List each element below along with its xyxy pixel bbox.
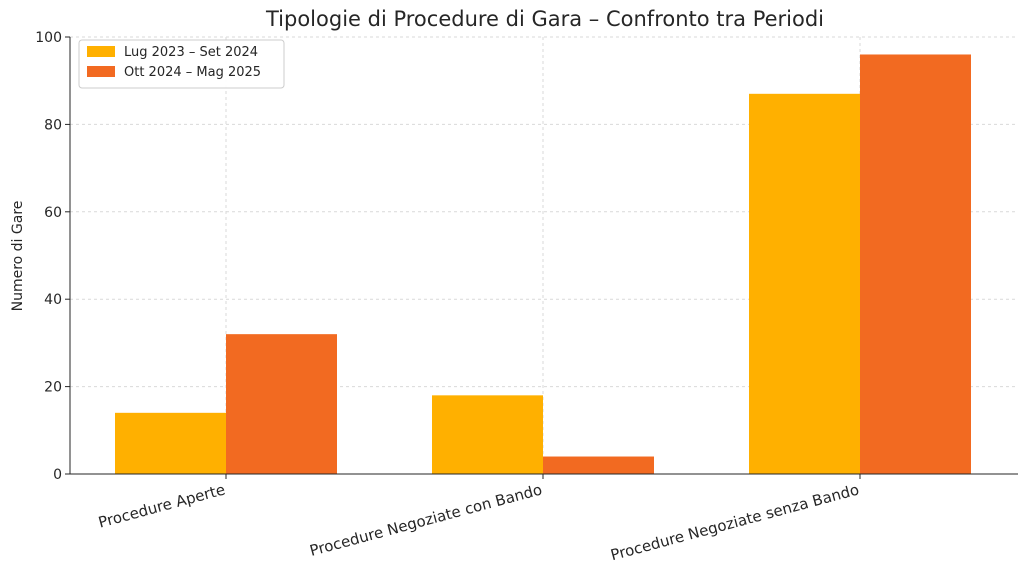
chart-title: Tipologie di Procedure di Gara – Confron…	[265, 7, 824, 31]
bar-1-3	[749, 93, 860, 474]
y-tick-label: 20	[44, 380, 62, 396]
bar-2-2	[543, 456, 654, 474]
bar-1-2	[432, 395, 543, 474]
y-axis-label: Numero di Gare	[10, 201, 26, 312]
bar-1-1	[115, 412, 226, 474]
legend: Lug 2023 – Set 2024 Ott 2024 – Mag 2025	[78, 39, 285, 89]
x-tick-labels: Procedure Aperte Procedure Negoziate con …	[96, 474, 861, 564]
bar-2-1	[226, 334, 337, 474]
x-tick-label: Procedure Negoziate senza Bando	[609, 480, 861, 564]
bars-group	[115, 54, 971, 474]
y-tick-label: 0	[53, 467, 62, 483]
x-tick-label: Procedure Aperte	[96, 480, 227, 531]
legend-swatch-2	[87, 66, 115, 77]
y-ticks: 0 20 40 60 80 100	[35, 30, 70, 483]
y-tick-label: 60	[44, 205, 62, 221]
y-tick-label: 100	[35, 30, 62, 46]
bar-2-3	[860, 54, 971, 474]
y-tick-label: 80	[44, 117, 62, 133]
legend-label-2: Ott 2024 – Mag 2025	[124, 65, 261, 80]
legend-label-1: Lug 2023 – Set 2024	[124, 45, 258, 60]
legend-swatch-1	[87, 46, 115, 57]
y-tick-label: 40	[44, 292, 62, 308]
legend-box	[78, 39, 285, 89]
x-tick-label: Procedure Negoziate con Bando	[308, 480, 544, 559]
